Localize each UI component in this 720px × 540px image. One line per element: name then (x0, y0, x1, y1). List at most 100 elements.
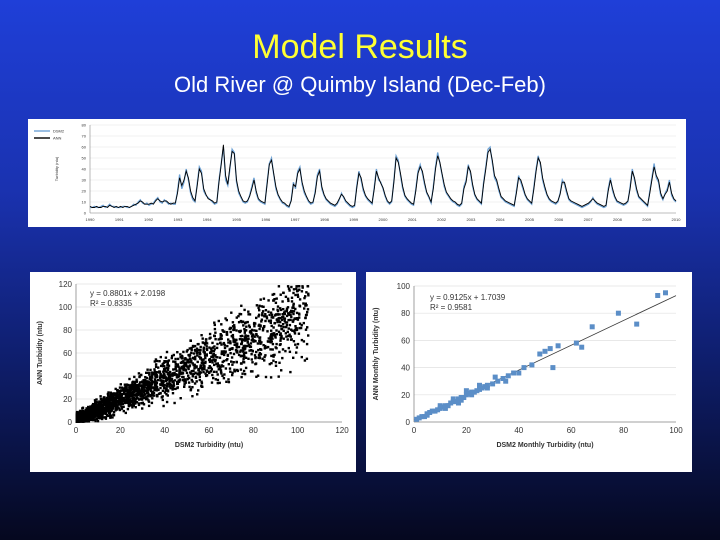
daily-scatter-point (144, 389, 148, 392)
daily-scatter-point (105, 399, 109, 403)
daily-scatter-point (258, 327, 261, 331)
daily-scatter-point (156, 378, 160, 382)
daily-scatter-point (142, 391, 145, 394)
ts-x-tick-label: 2007 (584, 217, 594, 222)
daily-scatter-point (92, 404, 95, 407)
daily-scatter-point (233, 368, 236, 371)
daily-scatter-point (262, 305, 265, 308)
daily-scatter-point (165, 393, 168, 396)
daily-scatter-point (147, 400, 151, 403)
daily-scatter-point (208, 365, 211, 368)
daily-scatter-point (285, 325, 288, 329)
daily-scatter-point (289, 370, 292, 374)
daily-scatter-point (190, 351, 193, 354)
daily-scatter-point (222, 377, 226, 380)
daily-scatter-point (161, 374, 164, 377)
daily-scatter-point (291, 306, 294, 309)
monthly-scatter-point (437, 403, 443, 409)
daily-scatter-point (202, 358, 205, 361)
daily-scatter-point (216, 373, 219, 376)
daily-scatter-point (211, 346, 215, 349)
daily-scatter-point (190, 348, 193, 352)
ts-x-tick-label: 2001 (408, 217, 418, 222)
daily-scatter-point (220, 350, 224, 353)
daily-scatter-point (131, 401, 135, 405)
ts-x-tick-label: 1996 (261, 217, 271, 222)
daily-scatter-point (198, 370, 201, 373)
daily-scatter-point (123, 398, 126, 402)
daily-scatter-point (85, 417, 88, 421)
daily-scatter-point (190, 378, 193, 382)
daily-scatter-point (126, 389, 130, 392)
daily-scatter-point (103, 396, 106, 399)
daily-scatter-point (119, 383, 122, 386)
daily-scatter-point (298, 288, 301, 291)
daily-scatter-point (205, 354, 208, 357)
daily-scatter-point (284, 332, 287, 335)
daily-scatter-point (285, 323, 289, 327)
daily-scatter-point (183, 361, 186, 365)
daily-scatter-point (181, 366, 184, 370)
daily-scatter-point (278, 313, 281, 316)
daily-scatter-point (247, 310, 250, 313)
daily-scatter-point (99, 402, 103, 405)
ts-x-tick-label: 1993 (173, 217, 183, 222)
daily-scatter-point (270, 329, 273, 332)
daily-scatter-point (158, 376, 162, 379)
daily-scatter-point (232, 361, 235, 364)
daily-scatter-point (300, 290, 304, 293)
daily-scatter-point (187, 366, 190, 369)
daily-scatter-point (166, 368, 170, 372)
ts-y-tick-label: 50 (82, 156, 87, 161)
daily-scatter-point (244, 351, 248, 354)
daily-scatter-point (127, 403, 130, 406)
daily-scatter-point (241, 372, 244, 375)
daily-scatter-point (133, 375, 136, 379)
daily-scatter-point (150, 382, 154, 385)
daily-scatter-point (134, 380, 137, 384)
daily-scatter-point (298, 305, 302, 308)
daily-scatter-point (244, 356, 248, 359)
daily-scatter-point (305, 357, 309, 360)
daily-scatter-point (215, 356, 218, 359)
daily-scatter-point (197, 367, 200, 371)
daily-scatter-point (178, 370, 182, 373)
ts-series-line-dsm2 (90, 145, 677, 209)
daily-scatter-point (147, 393, 150, 396)
daily-scatter-point (141, 401, 145, 404)
daily-scatter-point (250, 332, 253, 335)
daily-scatter-point (129, 385, 133, 388)
daily-scatter-point (286, 306, 290, 309)
daily-scatter-point (195, 351, 198, 355)
daily-scatter-point (118, 396, 121, 400)
daily-scatter-point (79, 420, 82, 423)
daily-scatter-point (250, 358, 253, 361)
ts-x-tick-label: 1994 (203, 217, 213, 222)
daily-scatter-point (245, 338, 248, 341)
daily-scatter-point (296, 342, 300, 346)
monthly-scatter-point (429, 408, 435, 414)
daily-scatter-point (159, 355, 162, 359)
daily-scatter-point (116, 389, 119, 392)
daily-scatter-point (175, 369, 178, 372)
daily-scatter-point (109, 409, 112, 412)
daily-scatter-point (248, 349, 251, 352)
daily-scatter-point (164, 389, 167, 392)
daily-scatter-point (191, 356, 195, 360)
daily-scatter-point (87, 405, 90, 409)
daily-scatter-point (239, 329, 242, 333)
daily-scatter-point (231, 373, 234, 377)
daily-scatter-point (269, 376, 273, 379)
daily-scatter-point (256, 335, 259, 338)
daily-scatter-point (196, 360, 199, 364)
daily-scatter-point (109, 397, 113, 400)
daily-scatter-point (75, 420, 79, 423)
daily-scatter-point (265, 317, 269, 320)
daily-scatter-point (231, 363, 234, 366)
daily-scatter-point (267, 337, 270, 340)
daily-scatter-point (149, 378, 152, 382)
daily-scatter-point (137, 403, 141, 407)
daily-scatter-point (284, 310, 287, 313)
scatter-x-tick-label: 100 (291, 426, 305, 435)
daily-scatter-point (267, 340, 270, 343)
